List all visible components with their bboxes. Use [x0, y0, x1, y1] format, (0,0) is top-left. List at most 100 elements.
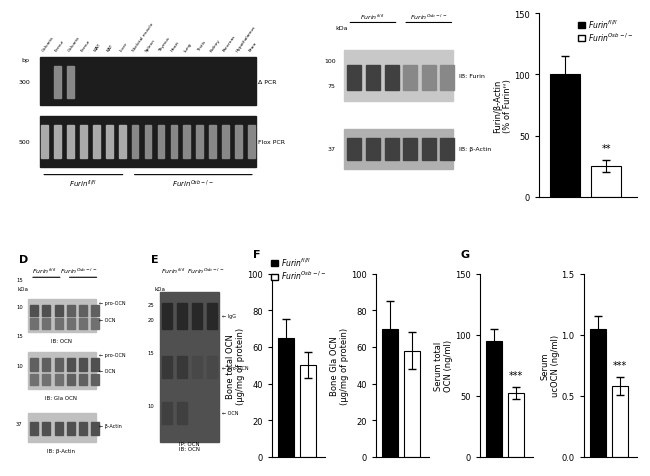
Bar — [508, 394, 525, 457]
Text: $Furin^{fl/fl}$: $Furin^{fl/fl}$ — [361, 12, 385, 21]
Bar — [422, 66, 436, 91]
Text: $Furin^{fl/fl}$: $Furin^{fl/fl}$ — [32, 267, 57, 276]
Bar — [119, 126, 125, 159]
Bar — [40, 117, 256, 168]
Text: 15: 15 — [16, 334, 23, 339]
Text: $Furin^{Osb-/-}$: $Furin^{Osb-/-}$ — [60, 267, 98, 276]
Text: $Furin^{Osb-/-}$: $Furin^{Osb-/-}$ — [410, 12, 448, 21]
Bar — [79, 318, 87, 329]
Text: 25: 25 — [148, 303, 155, 307]
Bar — [366, 66, 380, 91]
Bar — [177, 357, 187, 378]
Bar — [177, 303, 187, 329]
Bar — [207, 357, 217, 378]
Text: F: F — [253, 249, 261, 259]
Text: Brain: Brain — [248, 41, 258, 53]
Bar — [235, 126, 242, 159]
Bar — [28, 413, 96, 442]
Text: 75: 75 — [328, 84, 336, 89]
Bar — [192, 303, 202, 329]
Text: ← pro-OCN: ← pro-OCN — [99, 352, 126, 357]
Text: ← OCN: ← OCN — [99, 317, 116, 322]
Bar — [30, 375, 38, 386]
Bar — [196, 126, 203, 159]
Text: 10: 10 — [16, 363, 23, 368]
Text: Pancreas: Pancreas — [222, 35, 237, 53]
Bar — [366, 139, 380, 160]
Text: 15: 15 — [16, 277, 23, 282]
Bar — [170, 126, 177, 159]
Bar — [385, 139, 398, 160]
Bar — [207, 402, 217, 424]
Text: **: ** — [601, 143, 611, 153]
Bar — [158, 126, 164, 159]
Text: ← IgG: ← IgG — [222, 314, 236, 318]
Bar — [162, 402, 172, 424]
Text: ← OCN: ← OCN — [99, 368, 116, 374]
Y-axis label: Furin/β-Actin
(% of Furinᶠᶠ): Furin/β-Actin (% of Furinᶠᶠ) — [493, 79, 512, 133]
Bar — [91, 358, 99, 371]
Text: $Furin^{fl/fl}$: $Furin^{fl/fl}$ — [161, 267, 187, 276]
Bar — [30, 422, 38, 435]
Bar — [67, 422, 75, 435]
Text: Δ PCR: Δ PCR — [259, 79, 277, 84]
Text: bp: bp — [21, 58, 29, 62]
Bar — [42, 305, 51, 316]
Bar — [79, 305, 87, 316]
Text: 15: 15 — [148, 350, 155, 355]
Bar — [79, 422, 87, 435]
Bar — [403, 66, 417, 91]
Text: ***: *** — [613, 360, 627, 370]
Text: G: G — [461, 249, 470, 259]
Bar — [91, 305, 99, 316]
Text: ← β-Actin: ← β-Actin — [99, 423, 122, 428]
Bar — [550, 75, 580, 197]
Bar — [441, 66, 454, 91]
Bar — [30, 358, 38, 371]
Text: 10: 10 — [16, 305, 23, 309]
Text: 10: 10 — [148, 403, 155, 408]
Text: WAT: WAT — [93, 43, 101, 53]
Bar — [55, 375, 62, 386]
Text: Calvaria: Calvaria — [67, 36, 81, 53]
Bar — [347, 66, 361, 91]
Bar — [91, 375, 99, 386]
Bar — [192, 402, 202, 424]
Text: IB: Gla OCN: IB: Gla OCN — [45, 395, 77, 400]
Bar — [67, 126, 74, 159]
Text: Flox PCR: Flox PCR — [259, 140, 285, 145]
Text: Spleen: Spleen — [145, 38, 157, 53]
Bar — [145, 126, 151, 159]
Bar — [222, 126, 229, 159]
Text: $Furin^{Osb-/-}$: $Furin^{Osb-/-}$ — [172, 179, 214, 190]
Text: ← pro-OCN: ← pro-OCN — [222, 365, 249, 370]
Bar — [300, 366, 317, 457]
Text: Testis: Testis — [196, 40, 207, 53]
Bar — [403, 139, 417, 160]
Bar — [248, 126, 255, 159]
Bar — [177, 402, 187, 424]
Bar — [347, 139, 361, 160]
Bar — [54, 67, 61, 99]
Bar — [132, 126, 138, 159]
Bar — [344, 129, 453, 170]
Bar — [55, 358, 62, 371]
Text: IB: Furin: IB: Furin — [459, 74, 485, 79]
Bar — [486, 341, 502, 457]
Text: 37: 37 — [328, 147, 336, 152]
Bar — [42, 358, 51, 371]
Bar — [30, 305, 38, 316]
Bar — [54, 126, 61, 159]
Bar — [207, 303, 217, 329]
Bar — [91, 318, 99, 329]
Text: $Furin^{fl/fl}$: $Furin^{fl/fl}$ — [70, 179, 98, 190]
Bar — [160, 292, 219, 442]
Text: Femur: Femur — [80, 39, 91, 53]
Bar — [55, 318, 62, 329]
Bar — [41, 126, 48, 159]
Bar — [30, 318, 38, 329]
Text: Femur: Femur — [54, 39, 66, 53]
Text: IB: β-Actin: IB: β-Actin — [459, 147, 491, 152]
Legend: $Furin^{fl/fl}$, $Furin^{Osb-/-}$: $Furin^{fl/fl}$, $Furin^{Osb-/-}$ — [271, 256, 326, 282]
Text: ***: *** — [509, 370, 523, 380]
